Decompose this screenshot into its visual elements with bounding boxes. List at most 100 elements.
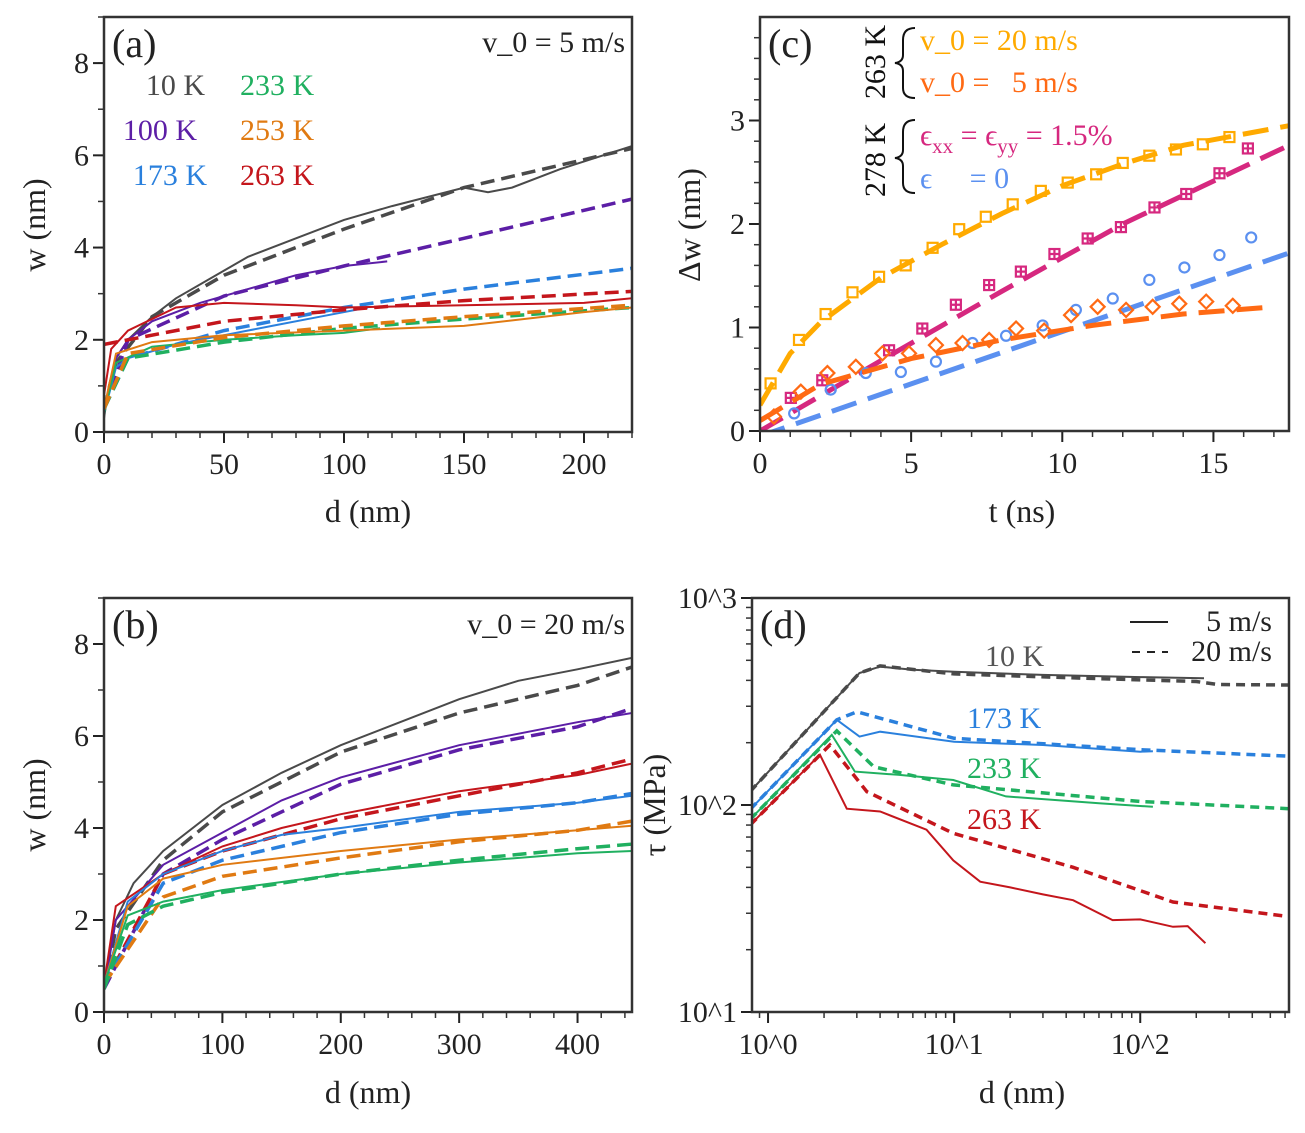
fit-line <box>767 250 1289 431</box>
legend-entry: v_0 = 5 m/s <box>920 66 1078 99</box>
series-line-233K-solid <box>104 850 632 985</box>
data-point-circle <box>859 366 872 380</box>
x-tick-label: 100 <box>322 448 367 481</box>
data-point-square-cross <box>1149 202 1160 213</box>
series-line-263K-dashed <box>104 289 632 347</box>
x-tick-label: 0 <box>97 448 112 481</box>
panel-label: (a) <box>112 21 156 66</box>
x-tick-label: 200 <box>318 1028 363 1061</box>
x-tick-label: 200 <box>562 448 607 481</box>
x-tick-label: 400 <box>555 1028 600 1061</box>
data-point-square <box>764 377 777 390</box>
plot-area <box>104 145 632 419</box>
brace-icon <box>894 119 916 194</box>
data-point-square <box>1143 149 1156 162</box>
series-line-173K-dashed <box>752 709 1289 811</box>
series-line-233K-dashed <box>104 842 632 990</box>
y-tick-label: 2 <box>74 324 89 357</box>
series-line-263K-dashed <box>752 742 1289 919</box>
panel-d <box>741 596 1291 1023</box>
y-tick-label: 4 <box>74 812 89 845</box>
legend-entry: 233 K <box>240 69 315 102</box>
x-tick-label: 10^0 <box>739 1028 798 1061</box>
data-point-diamond <box>1170 295 1188 313</box>
series-line-100K-solid <box>104 712 632 990</box>
data-point-diamond <box>1062 306 1080 324</box>
panel-label: (b) <box>112 602 159 647</box>
series-line-253K-solid <box>104 824 632 985</box>
x-tick-label: 5 <box>904 447 919 480</box>
axes-frame <box>102 15 634 434</box>
curve-label: 10 K <box>985 640 1045 673</box>
y-tick-label: 6 <box>74 720 89 753</box>
x-tick-label: 10^1 <box>925 1028 984 1061</box>
y-tick-label: 1 <box>730 312 745 345</box>
y-tick-label: 2 <box>730 208 745 241</box>
data-point-square <box>1169 143 1183 156</box>
axes-frame <box>102 596 634 1014</box>
series-line-173K-dashed <box>104 791 632 986</box>
data-point-square-cross <box>817 375 828 386</box>
data-point-square <box>926 241 939 254</box>
data-point-square-cross <box>1015 266 1026 277</box>
panel-label: (c) <box>768 21 812 66</box>
x-axis-title: t (ns) <box>989 493 1056 529</box>
data-point-diamond <box>792 383 810 401</box>
curve-label: 263 K <box>967 803 1042 836</box>
data-point-diamond <box>1089 298 1107 316</box>
y-axis-title: w (nm) <box>16 758 52 851</box>
data-point-diamond <box>1035 322 1053 340</box>
series-line-263K-solid <box>752 753 1207 944</box>
data-point-circle <box>1178 261 1191 274</box>
series-line-173K-solid <box>104 794 632 985</box>
legend-entry: 253 K <box>240 114 315 147</box>
y-tick-label: 3 <box>730 105 745 138</box>
data-point-square <box>1006 198 1019 211</box>
data-point-square <box>792 333 806 347</box>
y-tick-label: 10^3 <box>678 582 737 615</box>
legend-entry: 10 K <box>146 69 206 102</box>
data-point-square-cross <box>1214 168 1225 179</box>
x-tick-label: 150 <box>442 448 487 481</box>
data-point-diamond <box>953 334 972 352</box>
data-point-square <box>1196 138 1209 151</box>
data-point-square <box>1223 130 1236 144</box>
data-point-square-cross <box>1181 188 1192 199</box>
curve-label: 233 K <box>967 752 1042 785</box>
series-line-10K-dashed <box>104 665 632 990</box>
data-point-square <box>819 307 832 321</box>
y-tick-label: 8 <box>74 628 89 661</box>
data-point-diamond <box>1144 298 1162 316</box>
x-tick-label: 10 <box>1047 447 1077 480</box>
x-tick-label: 50 <box>209 448 239 481</box>
data-point-diamond <box>818 364 836 382</box>
data-point-square <box>1034 184 1047 197</box>
data-point-diamond <box>980 331 998 349</box>
data-point-square-cross <box>984 280 995 291</box>
y-axis-title: Δw (nm) <box>671 168 707 282</box>
data-point-diamond <box>927 336 945 354</box>
series-line-233K-dashed <box>752 728 1289 821</box>
data-point-circle <box>1036 319 1049 332</box>
series-line-10K-dashed <box>752 664 1289 793</box>
data-point-diamond <box>765 407 783 426</box>
legend-entry: 5 m/s <box>1206 605 1272 638</box>
panel-label: (d) <box>760 602 807 647</box>
data-point-square-cross <box>1049 249 1060 260</box>
legend-entry: 20 m/s <box>1191 635 1272 668</box>
series-line-263K-dashed <box>104 757 632 986</box>
data-point-diamond <box>900 344 918 362</box>
data-point-square <box>873 270 886 283</box>
data-point-square-cross <box>917 323 928 334</box>
data-point-circle <box>1143 273 1156 286</box>
y-tick-label: 6 <box>74 139 89 172</box>
x-tick-label: 100 <box>200 1028 245 1061</box>
y-axis-title: τ (MPa) <box>636 754 672 857</box>
x-axis-title: d (nm) <box>325 493 411 529</box>
y-tick-label: 0 <box>74 416 89 449</box>
data-point-diamond <box>1007 319 1025 338</box>
data-point-diamond <box>873 344 891 362</box>
series-line-233K-solid <box>104 327 381 414</box>
legend-entry: 173 K <box>133 159 208 192</box>
data-point-diamond <box>847 358 865 376</box>
